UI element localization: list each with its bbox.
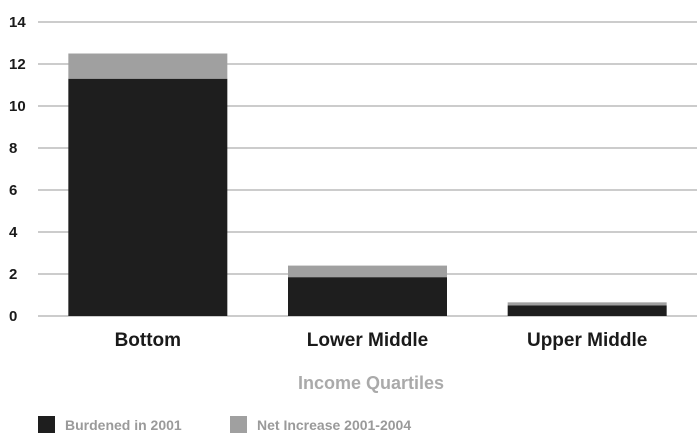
x-tick-label: Lower Middle [307,330,428,351]
x-axis-ticks: Bottom Lower Middle Upper Middle [115,330,648,351]
y-tick-label: 0 [9,308,17,325]
x-axis-title: Income Quartiles [298,373,444,393]
bars [68,53,667,316]
y-tick-label: 6 [9,182,17,199]
x-tick-label: Bottom [115,330,181,351]
y-tick-label: 10 [9,98,26,115]
legend-swatch-net-increase [230,416,247,433]
y-tick-label: 14 [9,14,26,31]
bar-burdened [68,78,228,316]
legend-label-net-increase: Net Increase 2001-2004 [257,417,411,433]
y-tick-label: 8 [9,140,17,157]
x-tick-label: Upper Middle [527,330,647,351]
y-tick-label: 2 [9,266,17,283]
legend-swatch-burdened [38,416,55,433]
bar-net-increase [507,302,667,306]
bar-net-increase [288,265,447,278]
y-axis-ticks: 0 2 4 6 8 10 12 14 [9,14,26,325]
y-tick-label: 4 [9,224,18,241]
bar-burdened [507,305,667,316]
bar-burdened [288,277,447,316]
legend: Burdened in 2001 Net Increase 2001-2004 [38,416,411,433]
y-tick-label: 12 [9,56,26,73]
bar-net-increase [68,53,228,79]
legend-label-burdened: Burdened in 2001 [65,417,182,433]
